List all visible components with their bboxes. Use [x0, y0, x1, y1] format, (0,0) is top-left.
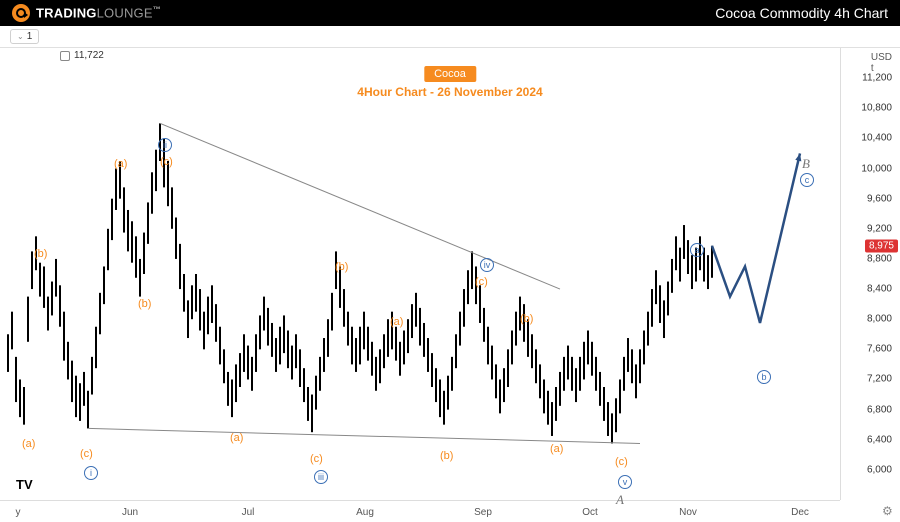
wave-label: A [616, 492, 624, 508]
wave-label: c [800, 173, 814, 187]
y-tick-label: 8,000 [867, 314, 892, 325]
wave-label: iv [480, 258, 494, 272]
wave-label: (c) [160, 156, 173, 168]
x-tick-label: Aug [356, 507, 374, 518]
gear-icon[interactable]: ⚙ [882, 504, 896, 518]
y-axis-unit: USDt [871, 52, 892, 74]
wave-label: (b) [34, 248, 47, 260]
header-bar: TRADINGLOUNGE™ Cocoa Commodity 4h Chart [0, 0, 900, 26]
wave-label: (c) [80, 448, 93, 460]
y-tick-label: 8,800 [867, 253, 892, 264]
wave-label: (a) [390, 316, 403, 328]
x-tick-label: Jul [242, 507, 255, 518]
brand-bold: TRADING [36, 6, 97, 21]
y-tick-label: 6,000 [867, 464, 892, 475]
wave-label: a [690, 243, 704, 257]
logo-icon [12, 4, 30, 22]
wave-label: b [757, 370, 771, 384]
y-tick-label: 9,200 [867, 223, 892, 234]
y-tick-label: 7,200 [867, 374, 892, 385]
x-tick-label: Sep [474, 507, 492, 518]
x-tick-label: Dec [791, 507, 809, 518]
wave-label: (a) [230, 432, 243, 444]
x-tick-label: Jun [122, 507, 138, 518]
wave-label: (c) [615, 456, 628, 468]
brand-tm: ™ [153, 5, 161, 14]
toolbar: ⌄ 1 [0, 26, 900, 48]
price-chart-svg [0, 48, 840, 500]
wave-label: (c) [475, 276, 488, 288]
chart-title: Cocoa Commodity 4h Chart [715, 5, 888, 21]
timeframe-button[interactable]: ⌄ 1 [10, 29, 39, 44]
y-tick-label: 9,600 [867, 193, 892, 204]
wave-label: ii [158, 138, 172, 152]
wave-label: (c) [310, 453, 323, 465]
current-price-tag: 8,975 [865, 239, 898, 252]
wave-label: v [618, 475, 632, 489]
x-tick-label: Oct [582, 507, 598, 518]
wave-label: i [84, 466, 98, 480]
y-tick-label: 6,800 [867, 404, 892, 415]
watermark-logo: TV [16, 477, 33, 492]
y-tick-label: 8,400 [867, 284, 892, 295]
y-tick-label: 6,400 [867, 434, 892, 445]
x-tick-label: y [16, 507, 21, 518]
chart-area[interactable] [0, 48, 840, 500]
brand-text: TRADINGLOUNGE™ [36, 5, 161, 20]
wave-label: (a) [114, 158, 127, 170]
y-tick-label: 7,600 [867, 344, 892, 355]
y-tick-label: 10,000 [861, 163, 892, 174]
brand-light: LOUNGE [97, 6, 153, 21]
y-tick-label: 10,400 [861, 133, 892, 144]
x-tick-label: Nov [679, 507, 697, 518]
y-axis: USDt 6,000 6,400 6,800 7,200 7,600 8,000 8,400… [840, 48, 900, 500]
wave-label: (b) [440, 450, 453, 462]
wave-label: (a) [22, 438, 35, 450]
timeframe-label: 1 [27, 31, 33, 42]
wave-label: B [802, 156, 810, 172]
y-tick-label: 11,200 [862, 73, 892, 84]
wave-label: (a) [550, 443, 563, 455]
wave-label: (b) [335, 261, 348, 273]
wave-label: (b) [138, 298, 151, 310]
brand-logo: TRADINGLOUNGE™ [12, 4, 161, 22]
x-axis: y Jun Jul Aug Sep Oct Nov Dec [0, 500, 840, 522]
y-tick-label: 10,800 [861, 103, 892, 114]
wave-label: (b) [520, 313, 533, 325]
wave-label: iii [314, 470, 328, 484]
chevron-down-icon: ⌄ [17, 32, 24, 41]
